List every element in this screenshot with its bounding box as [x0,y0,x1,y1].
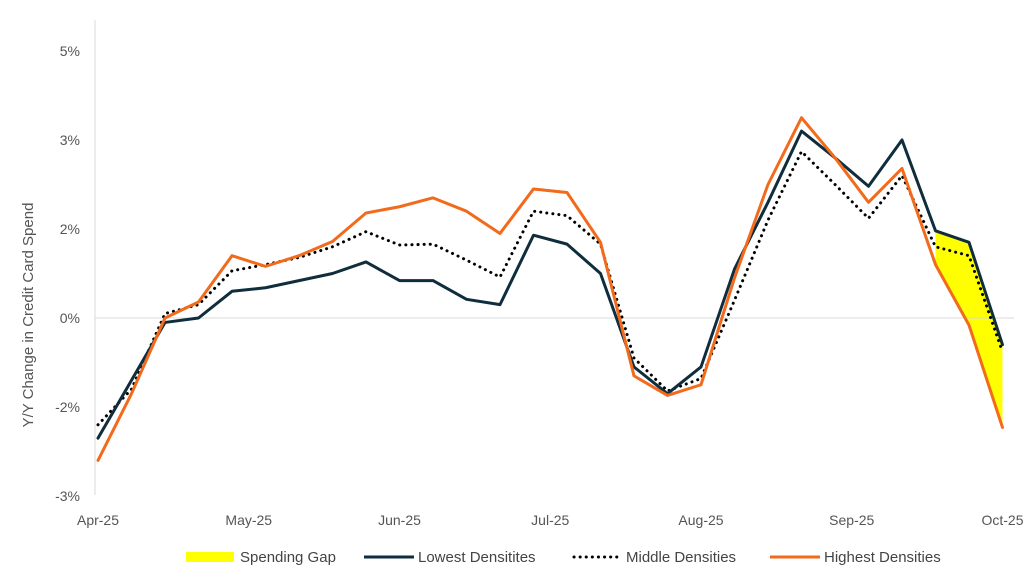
legend-label: Lowest Densitites [418,549,536,566]
y-tick-label: -2% [55,399,80,415]
y-tick-label: -3% [55,488,80,504]
legend-label: Spending Gap [240,549,336,566]
spending-gap-fill [935,230,1003,428]
y-tick-label: 0% [60,310,80,326]
series-lines [96,116,1004,462]
highest-densities-line [96,116,1004,462]
y-axis-label: Y/Y Change in Credit Card Spend [20,203,37,428]
y-tick-label: 5% [60,43,80,59]
legend-item: Spending Gap [186,549,336,566]
x-tick-label: Jul-25 [531,512,569,528]
legend-swatch [186,552,234,562]
legend-item: Highest Densities [770,549,941,566]
legend: Spending Gap Lowest Densitites Middle Dens… [186,549,941,566]
lowest-densitites-line [96,129,1004,440]
spending-gap-area [935,230,1003,428]
legend-label: Middle Densities [626,549,736,566]
x-tick-label: Aug-25 [678,512,723,528]
legend-item: Middle Densities [572,549,736,566]
x-tick-labels: Apr-25 May-25 Jun-25 Jul-25 Aug-25 Sep-25 Oct-… [77,512,1024,528]
x-tick-label: Oct-25 [981,512,1023,528]
legend-item: Lowest Densitites [364,549,536,566]
x-tick-label: Apr-25 [77,512,119,528]
legend-label: Highest Densities [824,549,941,566]
middle-densities-line [96,150,1004,427]
x-tick-label: May-25 [225,512,272,528]
y-tick-labels: -3% -2% 0% 2% 3% 5% [55,43,80,504]
y-tick-label: 3% [60,132,80,148]
y-tick-label: 2% [60,221,80,237]
x-tick-label: Jun-25 [378,512,421,528]
x-tick-label: Sep-25 [829,512,874,528]
